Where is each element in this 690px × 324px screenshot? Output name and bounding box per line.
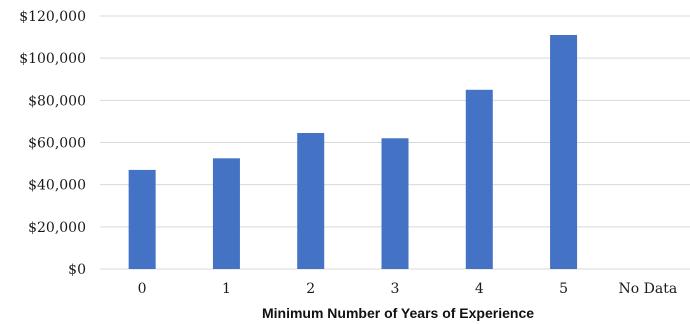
x-axis-tick-labels: 0 1 2 3 4 5 No Data: [138, 281, 678, 297]
x-tick-label: 1: [222, 281, 231, 297]
x-tick-label: 4: [475, 281, 484, 297]
bars: [128, 34, 578, 270]
y-tick-label: $100,000: [19, 51, 86, 67]
y-tick-label: $40,000: [28, 178, 86, 194]
y-tick-label: $120,000: [19, 9, 86, 25]
y-tick-label: $0: [68, 262, 86, 278]
bar-1: [212, 158, 240, 269]
x-tick-label: 2: [306, 281, 315, 297]
x-tick-label: No Data: [619, 281, 678, 297]
x-tick-label: 0: [138, 281, 147, 297]
bar-0: [128, 169, 156, 269]
x-tick-label: 3: [391, 281, 400, 297]
bar-3: [381, 138, 409, 269]
bar-4: [465, 89, 493, 270]
bar-5: [550, 34, 578, 269]
y-axis-tick-labels: $0 $20,000 $40,000 $60,000 $80,000 $100,000 $1…: [19, 9, 86, 278]
bar-2: [297, 133, 325, 269]
y-tick-label: $20,000: [28, 220, 86, 236]
x-axis-title: Minimum Number of Years of Experience: [262, 305, 534, 321]
y-tick-label: $80,000: [28, 93, 86, 109]
x-tick-label: 5: [559, 281, 568, 297]
y-tick-label: $60,000: [28, 136, 86, 152]
